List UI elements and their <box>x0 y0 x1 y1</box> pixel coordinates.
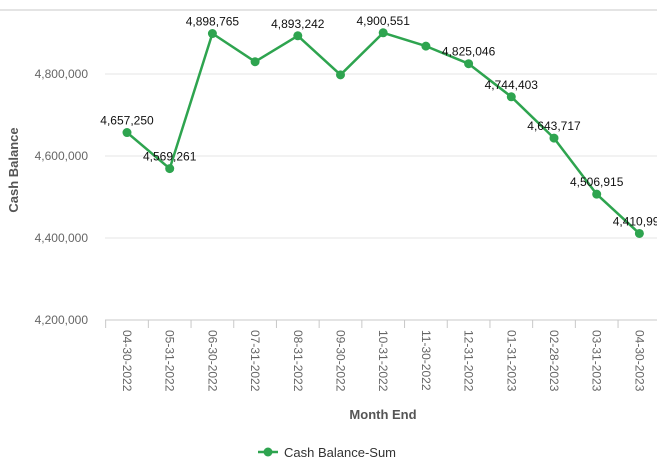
data-point <box>207 29 217 39</box>
x-tick-label: 04-30-2022 <box>120 330 134 392</box>
x-tick-label: 02-28-2023 <box>547 330 561 392</box>
data-point <box>336 70 345 80</box>
y-tick-label: 4,200,000 <box>35 313 89 327</box>
x-tick-label: 07-31-2022 <box>248 330 262 392</box>
data-label: 4,657,250 <box>100 114 154 128</box>
x-tick-label: 08-31-2022 <box>291 330 305 392</box>
data-label: 4,825,046 <box>442 45 496 59</box>
x-axis-title: Month End <box>349 407 416 422</box>
data-point <box>592 189 602 199</box>
y-gridlines <box>105 73 657 239</box>
data-label: 4,643,717 <box>527 119 581 133</box>
y-axis: 4,200,000 4,400,000 4,600,000 4,800,000 <box>35 67 89 327</box>
x-tick-label: 09-30-2022 <box>334 330 348 392</box>
data-point <box>293 31 303 41</box>
data-point <box>122 128 132 138</box>
data-label: 4,410,993 <box>613 214 657 228</box>
data-point <box>634 228 644 238</box>
data-label: 4,900,551 <box>357 14 411 28</box>
y-tick-label: 4,800,000 <box>35 67 89 81</box>
series-line <box>125 31 641 235</box>
data-label: 4,898,765 <box>186 15 240 29</box>
series-layer <box>122 28 644 238</box>
x-tick-label: 04-30-2023 <box>632 330 646 392</box>
data-label: 4,569,261 <box>143 150 197 164</box>
data-label: 4,744,403 <box>485 78 539 92</box>
x-tick-label: 11-30-2022 <box>419 330 433 391</box>
x-tick-label: 10-31-2022 <box>376 330 390 392</box>
x-tick-label: 06-30-2022 <box>205 330 219 392</box>
data-point <box>506 92 516 102</box>
data-labels: 4,657,250 4,569,261 4,898,765 4,893,242 4,90… <box>100 14 657 229</box>
data-point <box>549 133 559 143</box>
x-axis: 04-30-2022 05-31-2022 06-30-2022 07-31-2022… <box>105 319 657 392</box>
x-tick-label: 01-31-2023 <box>504 330 518 392</box>
data-point <box>250 57 260 67</box>
legend[interactable]: Cash Balance-Sum <box>258 445 396 460</box>
legend-marker <box>263 447 273 457</box>
data-point <box>378 28 388 38</box>
y-tick-label: 4,400,000 <box>35 231 89 245</box>
x-tick-label: 03-31-2023 <box>590 330 604 392</box>
data-point <box>165 164 175 174</box>
data-label: 4,506,915 <box>570 175 624 189</box>
legend-series-label: Cash Balance-Sum <box>284 445 396 460</box>
x-tick-label: 05-31-2022 <box>163 330 177 392</box>
y-tick-label: 4,600,000 <box>35 149 89 163</box>
data-point <box>421 41 431 51</box>
data-label: 4,893,242 <box>271 17 325 31</box>
y-axis-title: Cash Balance <box>6 127 21 212</box>
x-tick-label: 12-31-2022 <box>462 330 476 392</box>
data-point <box>464 59 474 69</box>
